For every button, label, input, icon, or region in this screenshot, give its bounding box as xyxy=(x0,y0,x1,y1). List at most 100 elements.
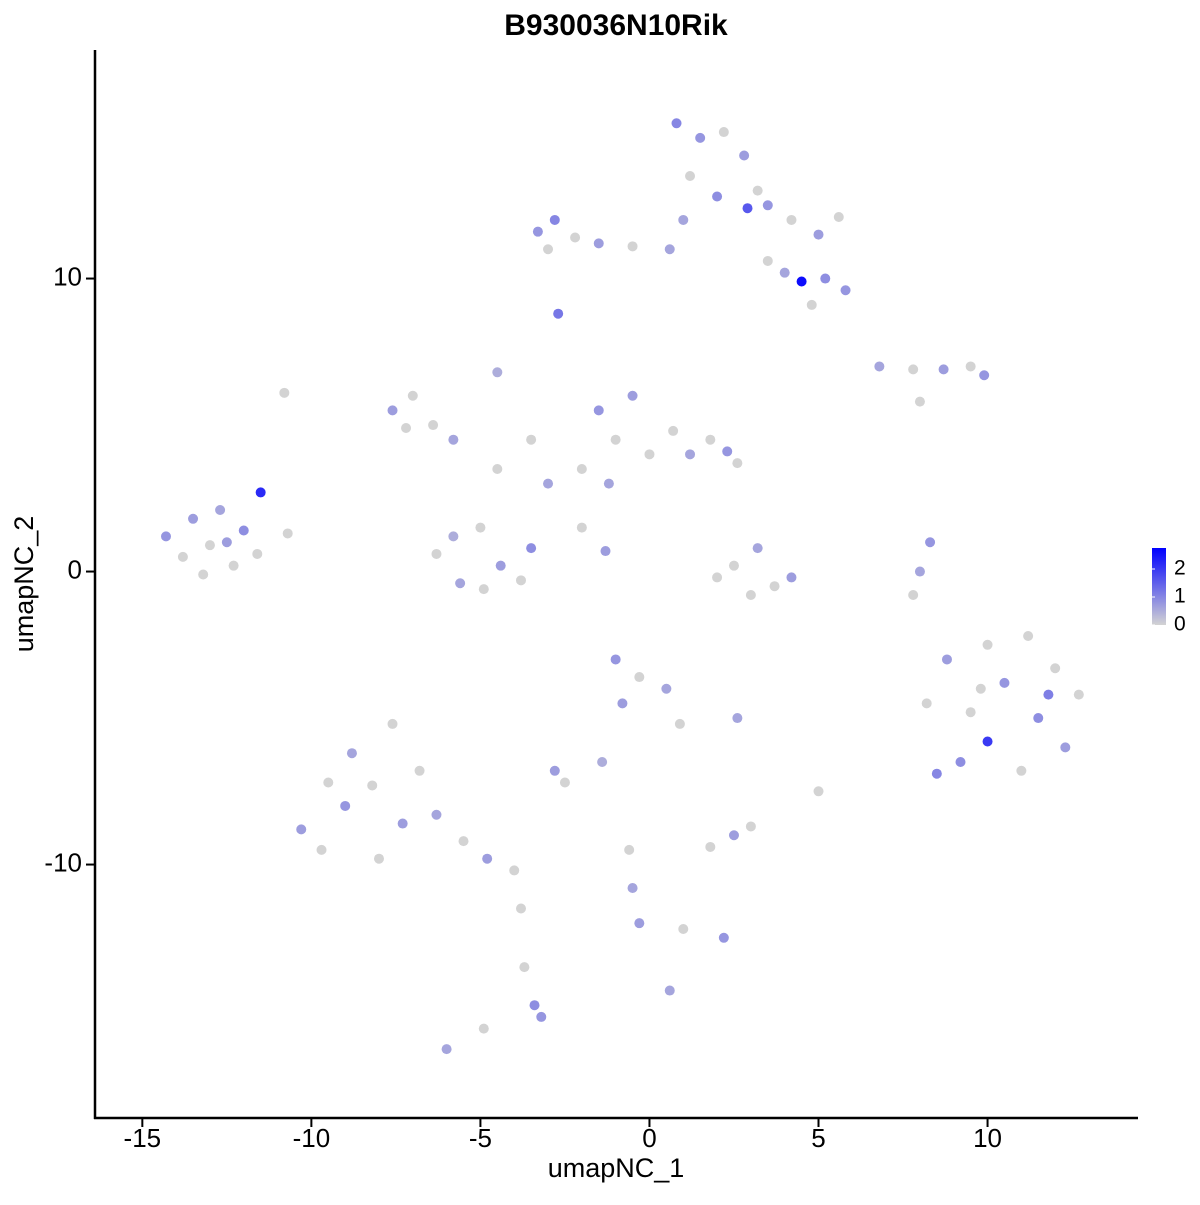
cell-point xyxy=(664,985,675,996)
y-axis-label: umapNC_2 xyxy=(9,516,39,653)
cell-point xyxy=(576,522,587,533)
cell-point xyxy=(448,434,459,445)
cell-point xyxy=(1043,689,1054,700)
cell-point xyxy=(428,420,439,431)
cell-point xyxy=(762,200,773,211)
cell-point xyxy=(441,1044,452,1055)
cell-point xyxy=(340,800,351,811)
cell-point xyxy=(931,768,942,779)
cell-point xyxy=(634,672,645,683)
y-tick-label: 0 xyxy=(68,554,82,584)
cell-point xyxy=(955,757,966,767)
cell-point xyxy=(559,777,570,788)
cell-point xyxy=(367,780,378,791)
cell-point xyxy=(238,525,249,536)
cell-point xyxy=(718,127,729,138)
cell-point xyxy=(576,463,587,474)
cell-point xyxy=(478,584,489,595)
cell-point xyxy=(925,537,936,548)
cell-point xyxy=(1016,765,1027,776)
cell-point xyxy=(279,387,290,398)
cell-point xyxy=(833,212,844,223)
cell-point xyxy=(742,203,753,214)
x-tick-label: 10 xyxy=(973,1123,1002,1153)
cell-point xyxy=(644,449,655,460)
cell-point xyxy=(668,425,679,436)
cell-point xyxy=(478,1023,489,1034)
cell-point xyxy=(908,364,919,375)
cell-point xyxy=(593,405,604,416)
cell-point xyxy=(661,683,672,694)
cell-point xyxy=(671,118,682,129)
cell-point xyxy=(813,786,824,797)
cell-point xyxy=(975,683,986,694)
cell-point xyxy=(431,548,442,559)
cell-point xyxy=(769,581,780,592)
cell-point xyxy=(914,396,925,407)
cell-point xyxy=(475,522,486,533)
cell-point xyxy=(401,422,412,433)
cell-point xyxy=(228,560,239,571)
cell-point xyxy=(874,361,885,372)
cell-point xyxy=(536,1011,547,1022)
x-tick-label: -15 xyxy=(124,1123,162,1153)
cell-point xyxy=(965,361,976,372)
cell-point xyxy=(678,214,689,225)
cell-point xyxy=(840,285,851,296)
cell-point xyxy=(752,543,763,554)
cell-point xyxy=(397,818,408,829)
cell-point xyxy=(1073,689,1084,700)
x-tick-label: -10 xyxy=(293,1123,331,1153)
colorbar-tick-label: 0 xyxy=(1174,613,1186,636)
cell-point xyxy=(549,214,560,225)
cell-point xyxy=(221,537,232,548)
cell-point xyxy=(796,276,807,287)
cell-point xyxy=(685,170,696,181)
cell-point xyxy=(732,458,743,469)
cell-point xyxy=(323,777,334,788)
colorbar-tick-label: 1 xyxy=(1174,585,1186,608)
cell-point xyxy=(752,185,763,196)
cell-point xyxy=(779,267,790,278)
colorbar xyxy=(1152,548,1166,625)
cell-point xyxy=(610,654,621,665)
cell-point xyxy=(1050,663,1061,674)
cell-point xyxy=(177,551,188,562)
cell-point xyxy=(982,736,993,747)
cell-point xyxy=(204,540,215,551)
cell-point xyxy=(664,244,675,255)
cell-point xyxy=(188,513,199,524)
points xyxy=(160,118,1084,1055)
cell-point xyxy=(529,1000,540,1011)
cell-point xyxy=(553,308,564,319)
cell-point xyxy=(160,531,171,542)
cell-point xyxy=(543,478,554,489)
cell-point xyxy=(762,255,773,266)
cell-point xyxy=(407,390,418,401)
cell-point xyxy=(678,924,689,935)
cell-point xyxy=(387,405,398,416)
cell-point xyxy=(603,478,614,489)
cell-point xyxy=(627,241,638,252)
cell-point xyxy=(515,903,526,914)
cell-point xyxy=(215,505,226,516)
cell-point xyxy=(482,853,493,864)
cell-point xyxy=(526,434,537,445)
cell-point xyxy=(914,566,925,577)
cell-point xyxy=(732,713,743,724)
cell-point xyxy=(549,765,560,776)
y-tick-label: -10 xyxy=(44,847,82,877)
cell-point xyxy=(999,677,1010,688)
cell-point xyxy=(296,824,307,835)
cell-point xyxy=(414,765,425,776)
cell-point xyxy=(745,589,756,600)
cell-point xyxy=(519,962,530,973)
cell-point xyxy=(515,575,526,586)
cell-point xyxy=(597,757,608,767)
cell-point xyxy=(965,707,976,718)
cell-point xyxy=(387,718,398,729)
cell-point xyxy=(627,390,638,401)
cell-point xyxy=(921,698,932,709)
cell-point xyxy=(627,882,638,893)
cell-point xyxy=(938,364,949,375)
